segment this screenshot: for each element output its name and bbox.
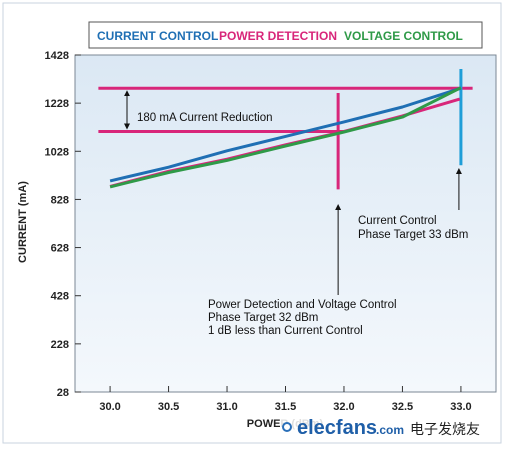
series-lines: [109, 86, 462, 189]
y-tick-label: 428: [51, 291, 69, 303]
y-tick-label: 1028: [45, 146, 69, 158]
x-tick-label: 31.5: [275, 401, 296, 413]
legend-box: [88, 21, 483, 49]
annotation-power-detection-line-2: Phase Target 32 dBm: [208, 312, 318, 324]
legend-entry-2: POWER DETECTION: [219, 29, 337, 43]
watermark-domain: .com: [376, 423, 404, 437]
legend: CURRENT CONTROL POWER DETECTION VOLTAGE CO…: [97, 29, 463, 43]
y-tick-label: 828: [51, 194, 69, 206]
watermark: elecfans .com 电子发烧友: [280, 414, 498, 442]
plot-area: [74, 54, 497, 393]
annotation-current-control-line-2: Phase Target 33 dBm: [358, 229, 468, 241]
x-tick-label: 32.5: [392, 401, 413, 413]
annotation-power-detection-line-3: 1 dB less than Current Control: [208, 325, 363, 337]
series-line-1: [109, 86, 462, 183]
x-tick-label: 30.5: [158, 401, 179, 413]
y-axis: 28 228 428 628 828 1028 1228 1428: [45, 50, 81, 399]
annotation-reduction-line-1: 180 mA Current Reduction: [137, 112, 273, 124]
y-tick-label: 1228: [45, 98, 69, 110]
y-tick-label: 628: [51, 243, 69, 255]
y-tick-label: 28: [57, 387, 69, 399]
watermark-brand: elecfans: [297, 417, 377, 439]
series-line-3: [109, 86, 462, 189]
legend-entry-3: VOLTAGE CONTROL: [344, 29, 463, 43]
annotations: 180 mA Current Reduction Current Control P…: [124, 90, 468, 337]
x-axis: 30.0 30.5 31.0 31.5 32.0 32.5 33.0: [99, 386, 472, 413]
x-tick-label: 32.0: [333, 401, 354, 413]
y-tick-label: 1428: [45, 50, 69, 62]
legend-entry-1: CURRENT CONTROL: [97, 29, 218, 43]
x-tick-label: 31.0: [216, 401, 237, 413]
x-tick-label: 33.0: [450, 401, 471, 413]
x-tick-label: 30.0: [99, 401, 120, 413]
annotation-current-control-line-1: Current Control: [358, 215, 437, 227]
y-tick-label: 228: [51, 339, 69, 351]
y-axis-label: CURRENT (mA): [17, 181, 29, 263]
annotation-power-detection-line-1: Power Detection and Voltage Control: [208, 299, 397, 311]
watermark-cn: 电子发烧友: [410, 421, 480, 437]
